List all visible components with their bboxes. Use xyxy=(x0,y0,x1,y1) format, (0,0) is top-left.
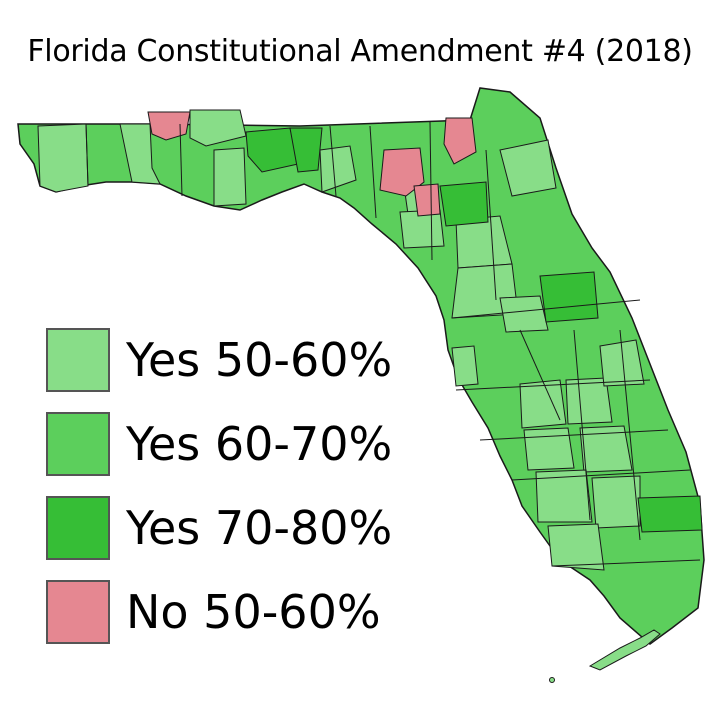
map-legend: Yes 50-60% Yes 60-70% Yes 70-80% No 50-6… xyxy=(46,318,392,654)
legend-item-yes-70-80: Yes 70-80% xyxy=(46,486,392,570)
counties-no-50-60 xyxy=(147,111,477,217)
legend-label-yes-60-70: Yes 60-70% xyxy=(126,417,393,471)
legend-swatch-yes-60-70 xyxy=(46,412,110,476)
florida-keys xyxy=(588,629,661,671)
county-borders xyxy=(85,121,701,567)
legend-item-no-50-60: No 50-60% xyxy=(46,570,392,654)
legend-label-yes-70-80: Yes 70-80% xyxy=(126,501,393,555)
legend-item-yes-60-70: Yes 60-70% xyxy=(46,402,392,486)
map-title: Florida Constitutional Amendment #4 (201… xyxy=(27,34,693,69)
legend-swatch-yes-50-60 xyxy=(46,328,110,392)
legend-swatch-no-50-60 xyxy=(46,580,110,644)
legend-item-yes-50-60: Yes 50-60% xyxy=(46,318,392,402)
florida-state-shape xyxy=(17,87,705,645)
counties-yes-70-80 xyxy=(245,127,703,533)
legend-label-no-50-60: No 50-60% xyxy=(126,585,381,639)
counties-yes-50-60 xyxy=(37,109,645,571)
legend-swatch-yes-70-80 xyxy=(46,496,110,560)
dry-tortugas-marker xyxy=(549,677,555,683)
legend-label-yes-50-60: Yes 50-60% xyxy=(126,333,393,387)
